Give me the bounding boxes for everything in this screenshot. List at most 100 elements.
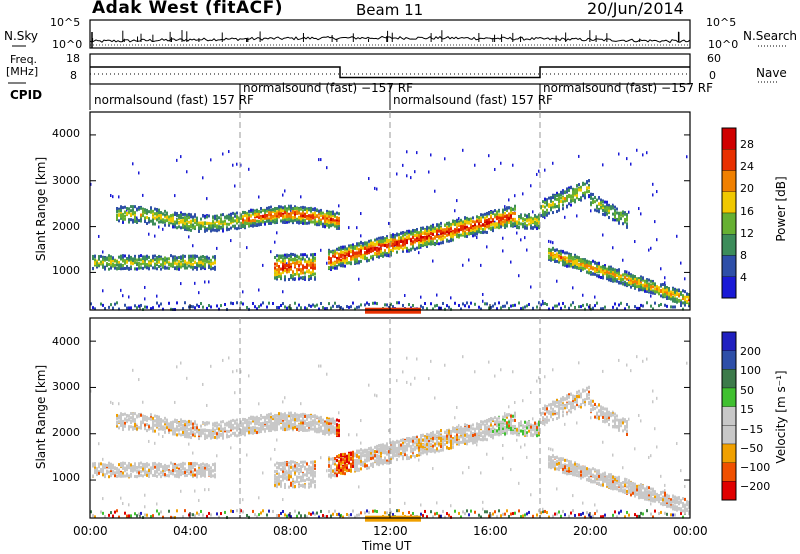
velocity-cell [174,464,176,468]
power-cell [686,295,688,299]
velocity-cell [190,430,192,434]
power-cell [584,258,586,262]
power-cell [276,214,278,218]
power-cell [114,266,116,270]
power-cell [330,257,332,261]
power-cell [326,307,328,311]
power-cell [358,243,360,247]
power-cell [376,302,378,306]
power-cell [326,214,328,218]
velocity-cell [156,419,158,423]
power-cell [588,264,590,268]
power-cell [394,239,396,243]
power-cell [302,265,304,269]
power-cell [534,217,536,221]
velocity-cell [148,439,150,443]
power-cell [596,274,598,278]
power-cell [312,303,314,307]
power-cell [314,213,316,217]
power-cell [374,238,376,242]
power-cell [104,307,106,311]
power-cell [274,209,276,213]
power-cell [162,259,164,263]
power-cell [134,217,136,221]
power-cell [186,227,188,231]
power-cell [418,251,420,255]
velocity-cell [186,473,188,477]
velocity-cell [208,464,210,468]
power-cell [524,218,526,222]
power-cell [212,222,214,226]
power-cell [202,224,204,228]
power-cell [598,209,600,213]
power-cell [258,288,260,292]
velocity-cell [196,469,198,473]
power-cell [246,246,248,250]
velocity-cell [124,511,126,515]
power-cell [282,218,284,222]
power-cell [344,264,346,268]
power-cell [146,208,148,212]
power-cell [368,258,370,262]
power-cell [146,221,148,225]
power-cell [400,236,402,240]
power-cell [590,202,592,206]
power-cell [358,261,360,265]
power-cell [672,305,674,309]
power-cell [594,196,596,200]
power-cell [658,292,660,296]
power-cell [392,246,394,250]
power-cell [354,245,356,249]
power-cell [136,216,138,220]
power-cell [158,265,160,269]
power-cell [312,263,314,267]
power-cell [590,209,592,213]
power-cell [324,307,326,311]
velocity-cell [158,463,160,467]
power-cell [672,287,674,291]
power-cell [512,211,514,215]
power-cell [340,245,342,249]
velocity-cell [142,464,144,468]
power-cell [420,229,422,233]
power-cell [372,246,374,250]
power-cell [288,257,290,261]
power-cell [484,224,486,228]
power-cell [652,289,654,293]
power-cell [584,196,586,200]
velocity-cell [164,420,166,424]
power-cell [274,214,276,218]
power-cell [298,277,300,281]
power-cell [634,285,636,289]
power-cell [188,258,190,262]
power-cell [600,265,602,269]
power-cell [500,225,502,229]
power-cell [356,254,358,258]
power-cell [120,288,122,292]
power-cell [254,223,256,227]
power-cell [654,291,656,295]
power-cell [584,191,586,195]
power-cell [578,188,580,192]
power-cell [372,254,374,258]
power-cell [624,275,626,279]
power-cell [520,307,522,311]
power-cell [92,306,94,310]
power-cell [342,250,344,254]
power-cell [650,290,652,294]
power-cell [284,275,286,279]
velocity-cell [146,513,148,517]
power-cell [314,208,316,212]
power-cell [230,221,232,225]
velocity-cell [150,414,152,418]
power-cell [486,219,488,223]
power-cell [314,266,316,270]
power-cell [194,254,196,258]
power-cell [548,196,550,200]
power-cell [428,236,430,240]
velocity-cell [202,473,204,477]
power-cell [614,205,616,209]
power-cell [304,219,306,223]
power-cell [242,223,244,227]
power-cell [144,211,146,215]
